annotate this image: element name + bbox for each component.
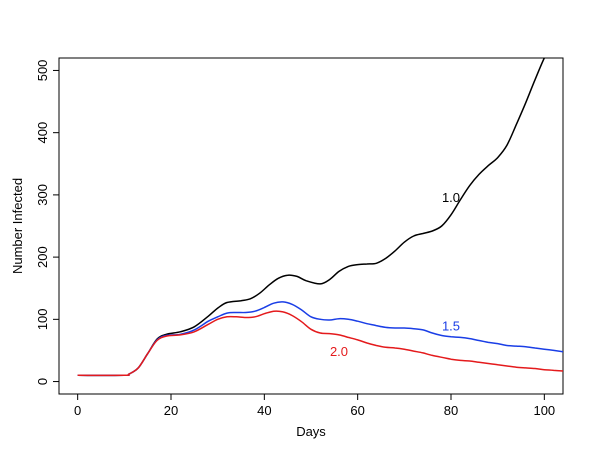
series-label-1-0: 1.0 [442,190,460,205]
plot-frame [58,57,564,395]
y-tick-label-0: 0 [35,378,50,385]
y-tick-label-5: 500 [35,60,50,82]
series-label-1-5: 1.5 [442,319,460,334]
x-axis-title: Days [296,424,326,439]
y-axis-title: Number Infected [10,178,25,274]
y-tick-label-4: 400 [35,122,50,144]
x-axis: 0 20 40 60 80 100 [74,394,555,418]
series-labels: 1.0 1.5 2.0 [330,190,460,359]
y-tick-label-2: 200 [35,246,50,268]
x-tick-label-3: 60 [350,403,364,418]
series-line-2-0 [77,310,563,377]
series-line-1-5 [77,301,563,377]
y-tick-label-1: 100 [35,308,50,330]
series-label-2-0: 2.0 [330,344,348,359]
x-tick-label-2: 40 [257,403,271,418]
x-tick-label-0: 0 [74,403,81,418]
y-axis: 0 100 200 300 400 500 [35,60,59,385]
y-tick-label-3: 300 [35,184,50,206]
x-tick-label-5: 100 [533,403,555,418]
series-lines [77,58,563,377]
x-tick-label-1: 20 [164,403,178,418]
x-tick-label-4: 80 [444,403,458,418]
series-line-1-0 [77,58,546,377]
